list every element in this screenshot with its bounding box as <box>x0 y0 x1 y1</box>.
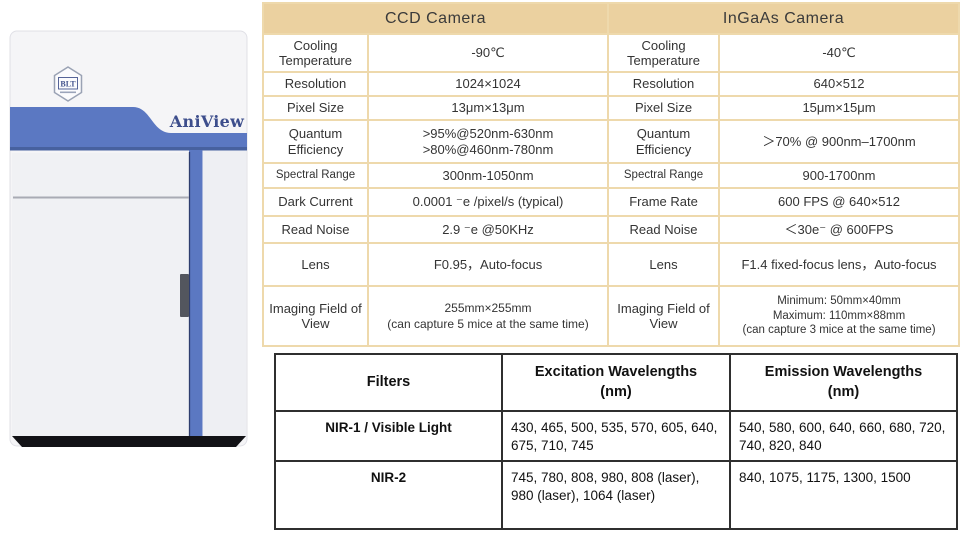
spec-label: Cooling Temperature <box>607 33 721 73</box>
spec-label: Read Noise <box>607 215 721 244</box>
emission-column-header: Emission Wavelengths (nm) <box>729 353 958 412</box>
emission-values: 540, 580, 600, 640, 660, 680, 720, 740, … <box>729 410 958 462</box>
ccd-camera-header: CCD Camera <box>261 2 610 35</box>
spec-value: 1024×1024 <box>366 71 610 97</box>
spec-label: Pixel Size <box>262 95 369 121</box>
ingaas-camera-header: InGaAs Camera <box>607 2 960 35</box>
spec-value: 0.0001 ⁻e /pixel/s (typical) <box>366 187 610 217</box>
spec-label: Lens <box>607 242 721 287</box>
spec-value: F0.95，Auto-focus <box>366 242 610 287</box>
spec-label: Resolution <box>262 71 369 97</box>
camera-spec-table: CCD Camera InGaAs Camera Cooling Tempera… <box>261 2 960 347</box>
spec-value: 300nm-1050nm <box>366 162 610 189</box>
excitation-values: 430, 465, 500, 535, 570, 605, 640, 675, … <box>501 410 731 462</box>
blt-logo-frame <box>58 77 78 90</box>
spec-row-imaging-fov: Imaging Field of View 255mm×255mm (can c… <box>262 285 960 347</box>
spec-label: Read Noise <box>262 215 369 244</box>
device-blue-band <box>10 107 247 150</box>
filters-column-header: Filters <box>274 353 503 412</box>
blt-logo-subline <box>60 91 76 94</box>
blt-logo-text: BLT <box>60 80 76 89</box>
spec-row-read-noise: Read Noise 2.9 ⁻e @50KHz Read Noise ＜30e… <box>262 215 960 244</box>
spec-row-dark-current-frame-rate: Dark Current 0.0001 ⁻e /pixel/s (typical… <box>262 187 960 217</box>
spec-header-row: CCD Camera InGaAs Camera <box>261 2 960 35</box>
spec-label: Resolution <box>607 71 721 97</box>
spec-row-lens: Lens F0.95，Auto-focus Lens F1.4 fixed-fo… <box>262 242 960 287</box>
spec-label: Quantum Efficiency <box>262 119 369 164</box>
device-door <box>12 153 189 436</box>
device-illustration: BLT AniView <box>9 30 248 447</box>
aniview-device-image: BLT AniView <box>0 0 260 540</box>
excitation-values: 745, 780, 808, 980, 808 (laser), 980 (la… <box>501 460 731 530</box>
filter-name: NIR-1 / Visible Light <box>274 410 503 462</box>
spec-value: 255mm×255mm (can capture 5 mice at the s… <box>366 285 610 347</box>
filters-header-row: Filters Excitation Wavelengths (nm) Emis… <box>274 353 958 412</box>
spec-value: -90℃ <box>366 33 610 73</box>
device-band-shadow <box>10 147 247 151</box>
filters-table: Filters Excitation Wavelengths (nm) Emis… <box>274 353 958 530</box>
spec-label: Imaging Field of View <box>607 285 721 347</box>
spec-value: -40℃ <box>718 33 960 73</box>
spec-value: >95%@520nm-630nm >80%@460nm-780nm <box>366 119 610 164</box>
spec-label: Cooling Temperature <box>262 33 369 73</box>
device-door-handle <box>180 274 189 317</box>
spec-value: ＜30e⁻ @ 600FPS <box>718 215 960 244</box>
spec-value: 13μm×13μm <box>366 95 610 121</box>
spec-label: Quantum Efficiency <box>607 119 721 164</box>
spec-row-cooling: Cooling Temperature -90℃ Cooling Tempera… <box>262 33 960 73</box>
filter-row-nir1: NIR-1 / Visible Light 430, 465, 500, 535… <box>274 410 958 462</box>
spec-label: Dark Current <box>262 187 369 217</box>
device-side-shade <box>203 134 246 437</box>
spec-value: 2.9 ⁻e @50KHz <box>366 215 610 244</box>
spec-value: F1.4 fixed-focus lens，Auto-focus <box>718 242 960 287</box>
emission-values: 840, 1075, 1175, 1300, 1500 <box>729 460 958 530</box>
spec-label: Lens <box>262 242 369 287</box>
aniview-brand-text: AniView <box>169 112 245 131</box>
spec-value: ＞70% @ 900nm–1700nm <box>718 119 960 164</box>
spec-label: Spectral Range <box>262 162 369 189</box>
filter-name: NIR-2 <box>274 460 503 530</box>
device-base <box>12 436 246 447</box>
device-blue-stripe <box>189 150 203 440</box>
spec-row-resolution: Resolution 1024×1024 Resolution 640×512 <box>262 71 960 97</box>
filter-row-nir2: NIR-2 745, 780, 808, 980, 808 (laser), 9… <box>274 460 958 530</box>
spec-label: Frame Rate <box>607 187 721 217</box>
spec-value: Minimum: 50mm×40mm Maximum: 110mm×88mm (… <box>718 285 960 347</box>
spec-value: 600 FPS @ 640×512 <box>718 187 960 217</box>
spec-label: Pixel Size <box>607 95 721 121</box>
spec-row-quantum-efficiency: Quantum Efficiency >95%@520nm-630nm >80%… <box>262 119 960 164</box>
spec-label: Spectral Range <box>607 162 721 189</box>
spec-row-pixel-size: Pixel Size 13μm×13μm Pixel Size 15μm×15μ… <box>262 95 960 121</box>
spec-value: 640×512 <box>718 71 960 97</box>
spec-row-spectral-range: Spectral Range 300nm-1050nm Spectral Ran… <box>262 162 960 189</box>
excitation-column-header: Excitation Wavelengths (nm) <box>501 353 731 412</box>
spec-value: 900-1700nm <box>718 162 960 189</box>
spec-value: 15μm×15μm <box>718 95 960 121</box>
spec-label: Imaging Field of View <box>262 285 369 347</box>
